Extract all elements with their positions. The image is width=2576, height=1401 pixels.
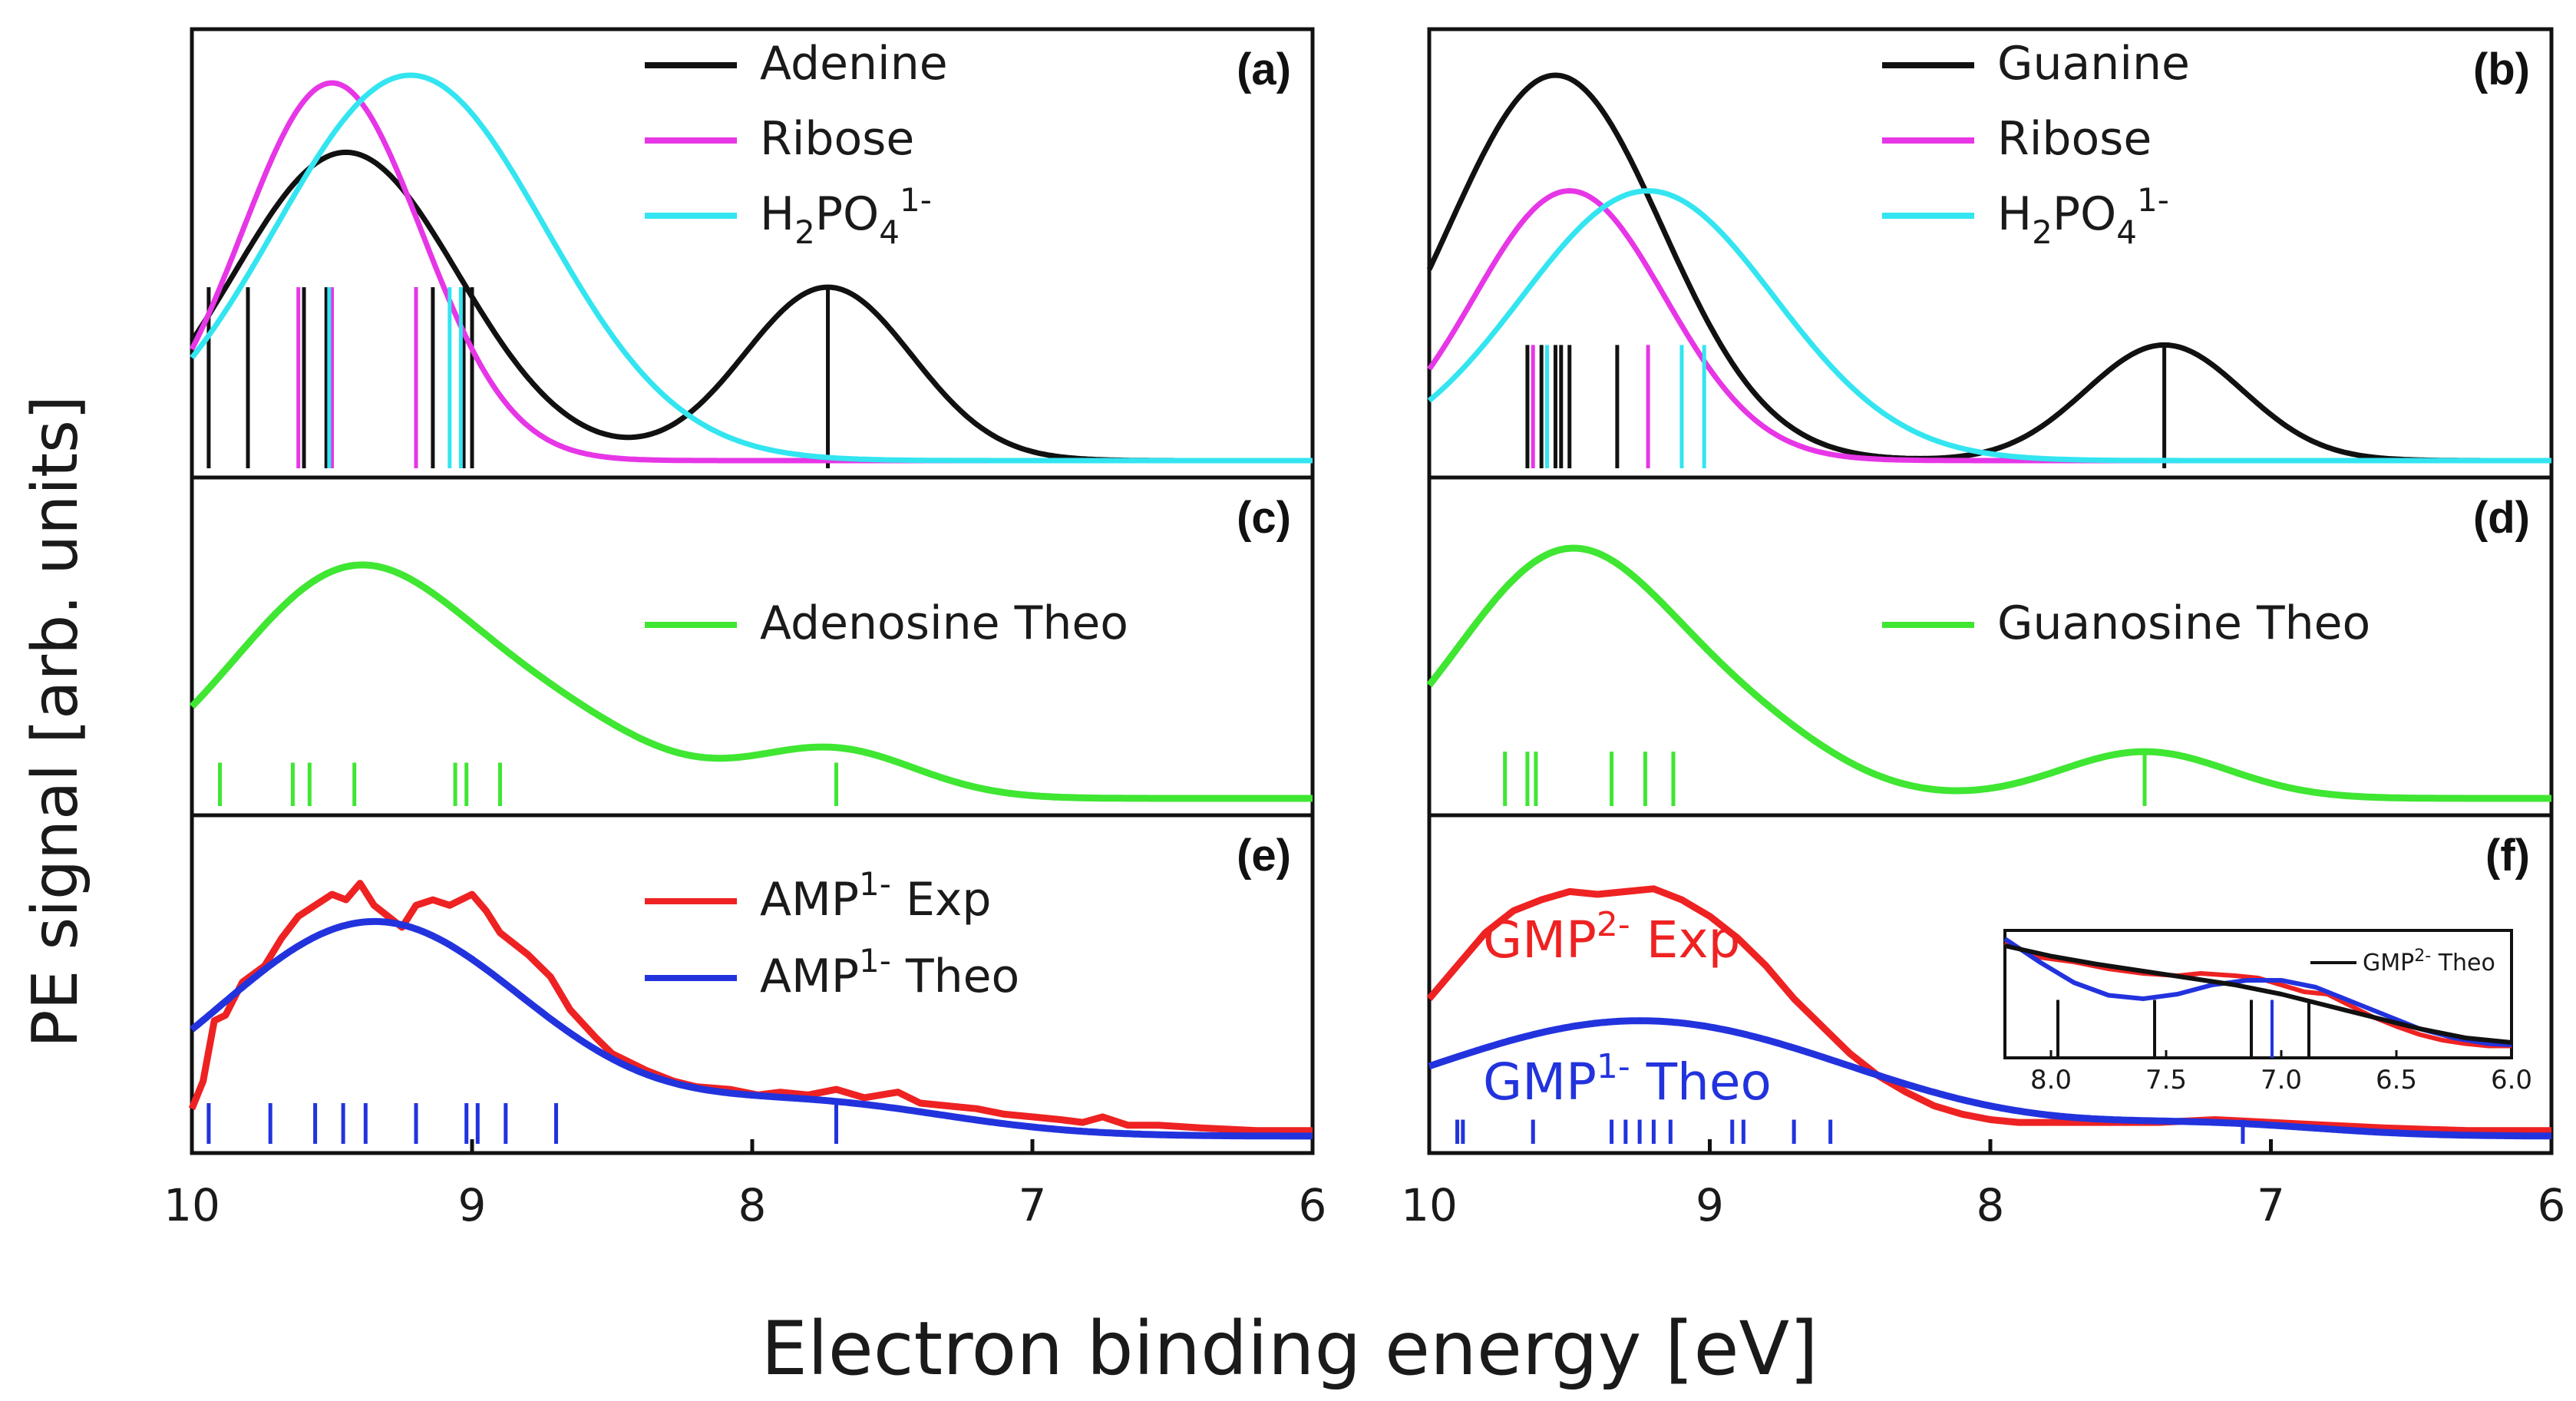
x-tick-label: 6 (1299, 1179, 1327, 1231)
inset-series-gmp2-theo-line (2004, 943, 2512, 1045)
panel-a: (a) Adenine Ribose H2PO41- (189, 27, 1315, 480)
series-amp1-exp-line (188, 880, 1313, 1135)
legend-entry: Ribose (1997, 112, 2152, 166)
annotation-text-part: GMP (1483, 1052, 1597, 1112)
x-tick-label: 7 (2257, 1179, 2285, 1231)
panels: (a)AdenineRiboseH2PO41-(b)GuanineRiboseH… (163, 27, 2566, 1231)
y-axis-label: PE signal [arb. units] (19, 395, 92, 1048)
series-adenine-line (190, 149, 1313, 464)
legend-subscript: 2 (794, 213, 815, 251)
panel-label: (d) (2473, 493, 2530, 543)
legend-entry: AMP1- Theo (760, 942, 1019, 1003)
series-guanosine-theo-line (1426, 544, 2552, 802)
x-axis-label: Electron binding energy [eV] (761, 1306, 1818, 1392)
series-gmp1-theo-line (1428, 1017, 2552, 1140)
legend-entry: Guanosine Theo (1997, 596, 2370, 650)
x-tick-label: 7 (1019, 1179, 1047, 1231)
panel-d: (d) Guanosine Theo (1426, 475, 2554, 818)
legend-subscript: 4 (2116, 213, 2137, 251)
panel-label: (e) (1237, 831, 1291, 881)
panel-frame (190, 475, 1315, 818)
inset-legend-entry: GMP2- Theo (2363, 947, 2495, 976)
panel-frame (190, 813, 1315, 1155)
panel-label: (b) (2473, 45, 2530, 94)
x-tick-label: 9 (1696, 1179, 1724, 1231)
legend-superscript: 1- (2137, 181, 2169, 219)
legend-text-part: PO (815, 187, 879, 241)
legend-superscript: 1- (900, 181, 932, 219)
inset-x-tick-label: 6.5 (2376, 1065, 2417, 1095)
series-guanine-line (1426, 72, 2551, 464)
legend-subscript: 2 (2032, 213, 2053, 251)
inset-x-tick-label: 8.0 (2030, 1065, 2072, 1095)
inset-legend-superscript: 2- (2414, 947, 2431, 966)
inset-legend-part: GMP (2363, 950, 2414, 976)
legend-entry: Ribose (760, 112, 914, 166)
legend-text-part: AMP (760, 950, 859, 1003)
legend-entry: Adenosine Theo (760, 596, 1128, 650)
annotation-superscript: 1- (1597, 1047, 1630, 1086)
panel-frame (190, 27, 1315, 480)
legend-text-part: AMP (760, 873, 859, 927)
x-tick-label: 10 (1401, 1179, 1458, 1231)
legend-entry: Guanine (1997, 37, 2190, 91)
series-adenosine-theo-line (189, 561, 1313, 802)
panel-label: (c) (1237, 493, 1291, 543)
annotation-text-part: Theo (1630, 1052, 1772, 1112)
x-tick-label: 8 (1977, 1179, 2005, 1231)
curve-annotation: GMP2- Exp (1483, 905, 1740, 970)
legend-text-part: Theo (891, 950, 1019, 1003)
inset-x-tick-label: 7.0 (2261, 1065, 2302, 1095)
panel-b: (b) Guanine Ribose H2PO41- (1426, 27, 2554, 480)
series-ribose-line (1427, 188, 2551, 464)
legend-text-part: Exp (891, 873, 992, 927)
inset-legend-part: Theo (2431, 950, 2495, 976)
annotation-superscript: 2- (1597, 905, 1630, 944)
panel-frame (1427, 475, 2554, 818)
x-tick-label: 9 (458, 1179, 487, 1231)
legend-subscript: 4 (879, 213, 900, 251)
annotation-text-part: Exp (1630, 910, 1741, 970)
panel-label: (f) (2485, 831, 2530, 881)
legend-entry: AMP1- Exp (760, 865, 991, 927)
series-ribose-line (189, 80, 1313, 464)
annotation-text-part: GMP (1483, 910, 1597, 970)
legend-superscript: 1- (859, 942, 891, 980)
legend-text-part: H (760, 187, 794, 241)
x-tick-label: 6 (2538, 1179, 2566, 1231)
legend-entry: Adenine (760, 37, 948, 91)
legend-entry: H2PO41- (1997, 181, 2169, 251)
x-tick-label: 8 (738, 1179, 767, 1231)
panel-c: (c) Adenosine Theo (189, 475, 1315, 818)
series-h2po4-1--line (190, 72, 1313, 464)
legend-text-part: H (1997, 187, 2032, 241)
inset-x-tick-label: 6.0 (2491, 1065, 2532, 1095)
x-tick-label: 10 (163, 1179, 220, 1231)
panel-label: (a) (1237, 45, 1291, 94)
legend-superscript: 1- (859, 865, 891, 903)
panel-frame (1427, 27, 2554, 480)
series-amp1-theo-line (190, 917, 1313, 1140)
inset-panel: 8.0 7.5 7.0 6.5 6.0 GMP2- Theo (2003, 929, 2532, 1095)
series-h2po4-1--line (1427, 188, 2551, 464)
legend-text-part: PO (2053, 187, 2116, 241)
inset-series-gmp2-exp-line (2003, 940, 2512, 1049)
inset-x-tick-label: 7.5 (2145, 1065, 2187, 1095)
curve-annotation: GMP1- Theo (1483, 1047, 1772, 1112)
legend-entry: H2PO41- (760, 181, 932, 251)
